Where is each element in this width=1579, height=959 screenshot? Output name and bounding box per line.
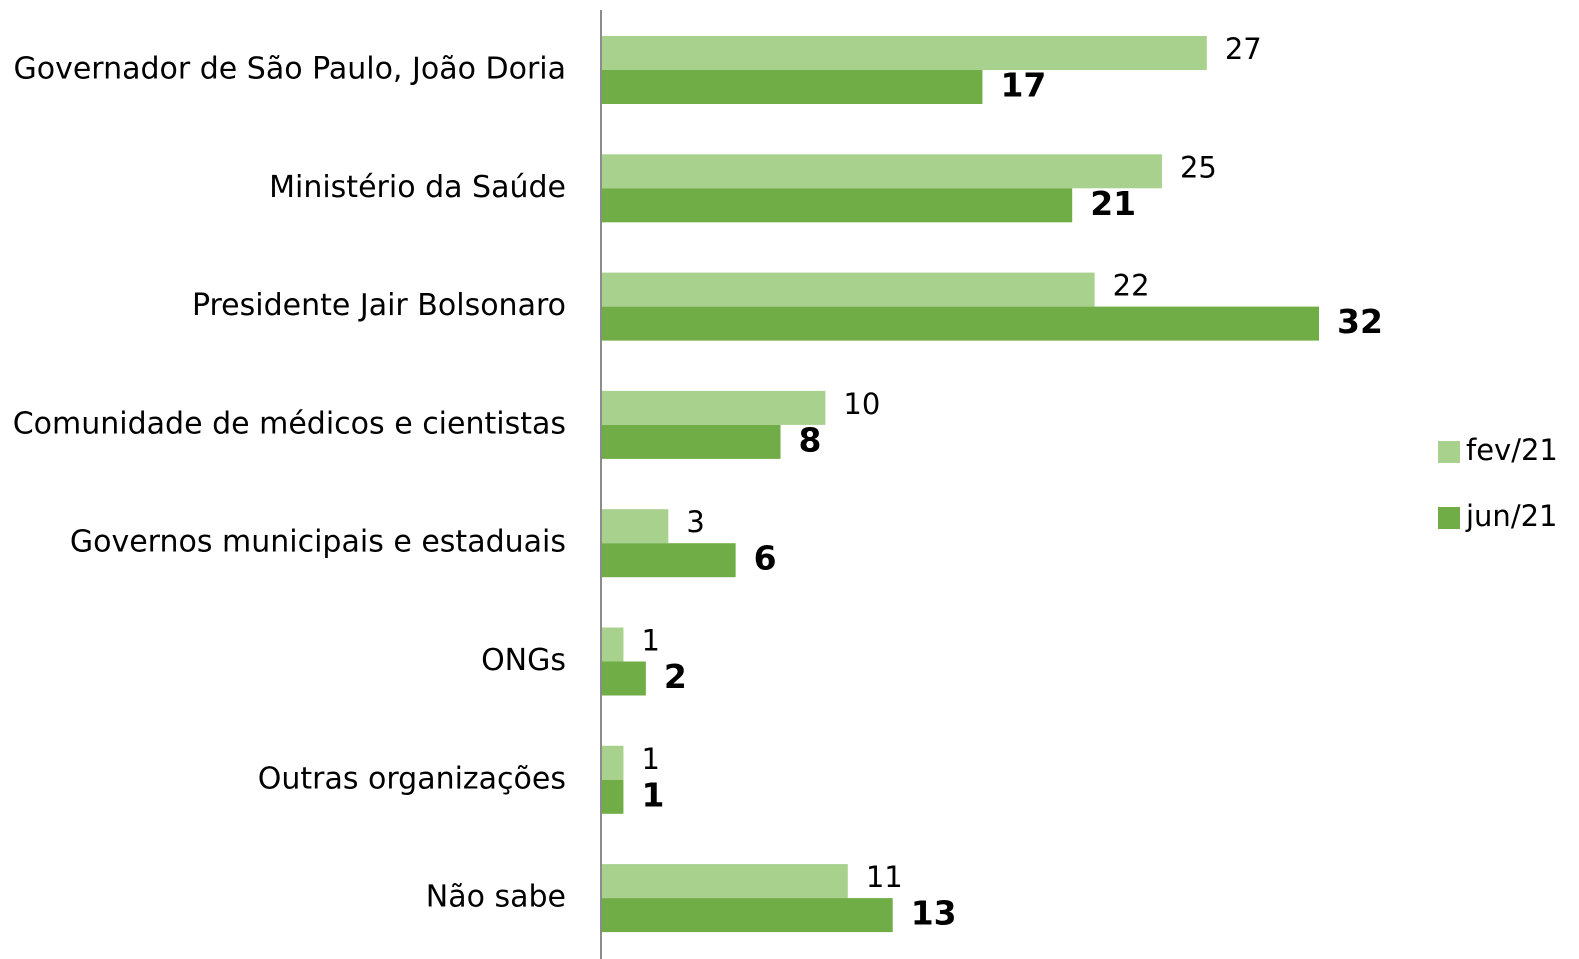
value-label: 3: [686, 505, 704, 539]
category-label: Comunidade de médicos e cientistas: [13, 406, 566, 441]
legend-label: fev/21: [1466, 433, 1558, 467]
value-label: 1: [641, 624, 659, 658]
bar: [601, 509, 669, 544]
bar: [601, 390, 826, 425]
value-label: 32: [1337, 302, 1383, 341]
value-label: 2: [664, 657, 687, 696]
bar: [601, 627, 624, 662]
category-label: ONGs: [481, 643, 566, 678]
category-label: Presidente Jair Bolsonaro: [192, 288, 566, 323]
bar: [601, 306, 1319, 341]
value-label: 25: [1180, 150, 1217, 184]
value-label: 1: [641, 742, 659, 776]
bar: [601, 543, 736, 578]
value-label: 17: [1000, 66, 1046, 105]
bar: [601, 779, 624, 814]
bar: [601, 154, 1162, 189]
legend-swatch: [1438, 441, 1460, 463]
bar: [601, 272, 1095, 307]
value-label: 1: [641, 775, 664, 814]
value-label: 6: [754, 539, 777, 578]
value-label: 21: [1090, 184, 1136, 223]
bar: [601, 188, 1073, 223]
category-label: Não sabe: [426, 880, 566, 915]
bar: [601, 424, 781, 459]
bar: [601, 864, 848, 899]
bar: [601, 898, 893, 933]
value-label: 8: [799, 420, 822, 459]
bar: [601, 70, 983, 104]
category-label: Governos municipais e estaduais: [70, 525, 566, 560]
value-label: 10: [843, 387, 880, 421]
value-label: 13: [911, 894, 957, 933]
bar: [601, 661, 646, 696]
category-label: Outras organizações: [258, 761, 566, 796]
category-label: Ministério da Saúde: [269, 170, 566, 205]
legend-label: jun/21: [1465, 499, 1558, 533]
bar: [601, 36, 1207, 70]
value-label: 27: [1225, 32, 1262, 66]
value-label: 22: [1113, 269, 1150, 303]
legend-swatch: [1438, 507, 1460, 529]
bar: [601, 745, 624, 780]
value-label: 11: [866, 860, 903, 894]
category-label: Governador de São Paulo, João Doria: [13, 52, 566, 87]
